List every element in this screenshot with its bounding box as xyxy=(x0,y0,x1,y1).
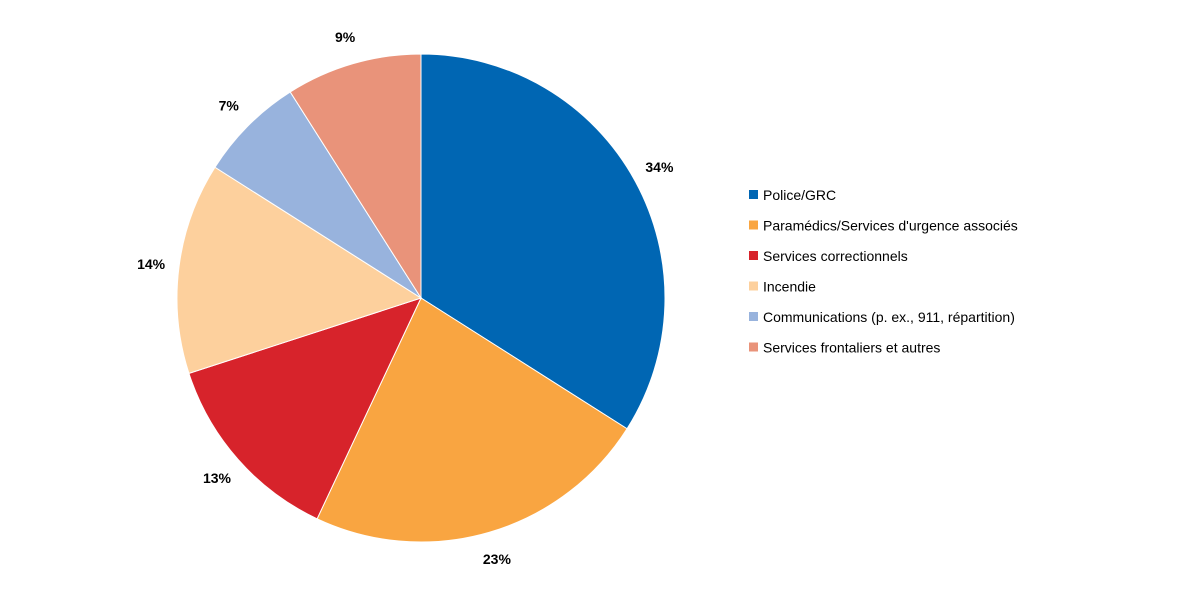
legend-label: Incendie xyxy=(763,279,816,295)
legend-swatch xyxy=(749,342,758,352)
pie-slice xyxy=(289,53,422,300)
legend-label: Communications (p. ex., 911, répartition… xyxy=(763,309,1015,325)
pie-slices xyxy=(176,53,666,543)
pie-percent-label: 9% xyxy=(335,29,356,45)
legend: Police/GRC Paramédics/Services d'urgence … xyxy=(749,187,1018,356)
legend-label: Services correctionnels xyxy=(763,248,908,264)
pie-percent-labels: 34% 23% 13% 14% 7% 9% xyxy=(137,29,674,567)
legend-label: Services frontaliers et autres xyxy=(763,340,940,356)
pie-slice xyxy=(188,297,422,520)
legend-swatch xyxy=(749,312,758,321)
pie-slice xyxy=(176,166,423,375)
legend-label: Paramédics/Services d'urgence associés xyxy=(763,218,1018,234)
pie-percent-label: 7% xyxy=(219,98,240,114)
pie-slice xyxy=(420,53,666,430)
pie-percent-label: 23% xyxy=(483,551,512,567)
legend-swatch xyxy=(749,190,758,199)
legend-swatch xyxy=(749,220,758,230)
pie-slice xyxy=(214,91,422,299)
pie-slice xyxy=(316,297,628,543)
pie-percent-label: 14% xyxy=(137,256,166,272)
pie-percent-label: 34% xyxy=(645,159,674,175)
legend-label: Police/GRC xyxy=(763,187,836,203)
legend-swatch xyxy=(749,251,758,260)
legend-swatch xyxy=(749,281,758,291)
pie-percent-label: 13% xyxy=(203,470,232,486)
